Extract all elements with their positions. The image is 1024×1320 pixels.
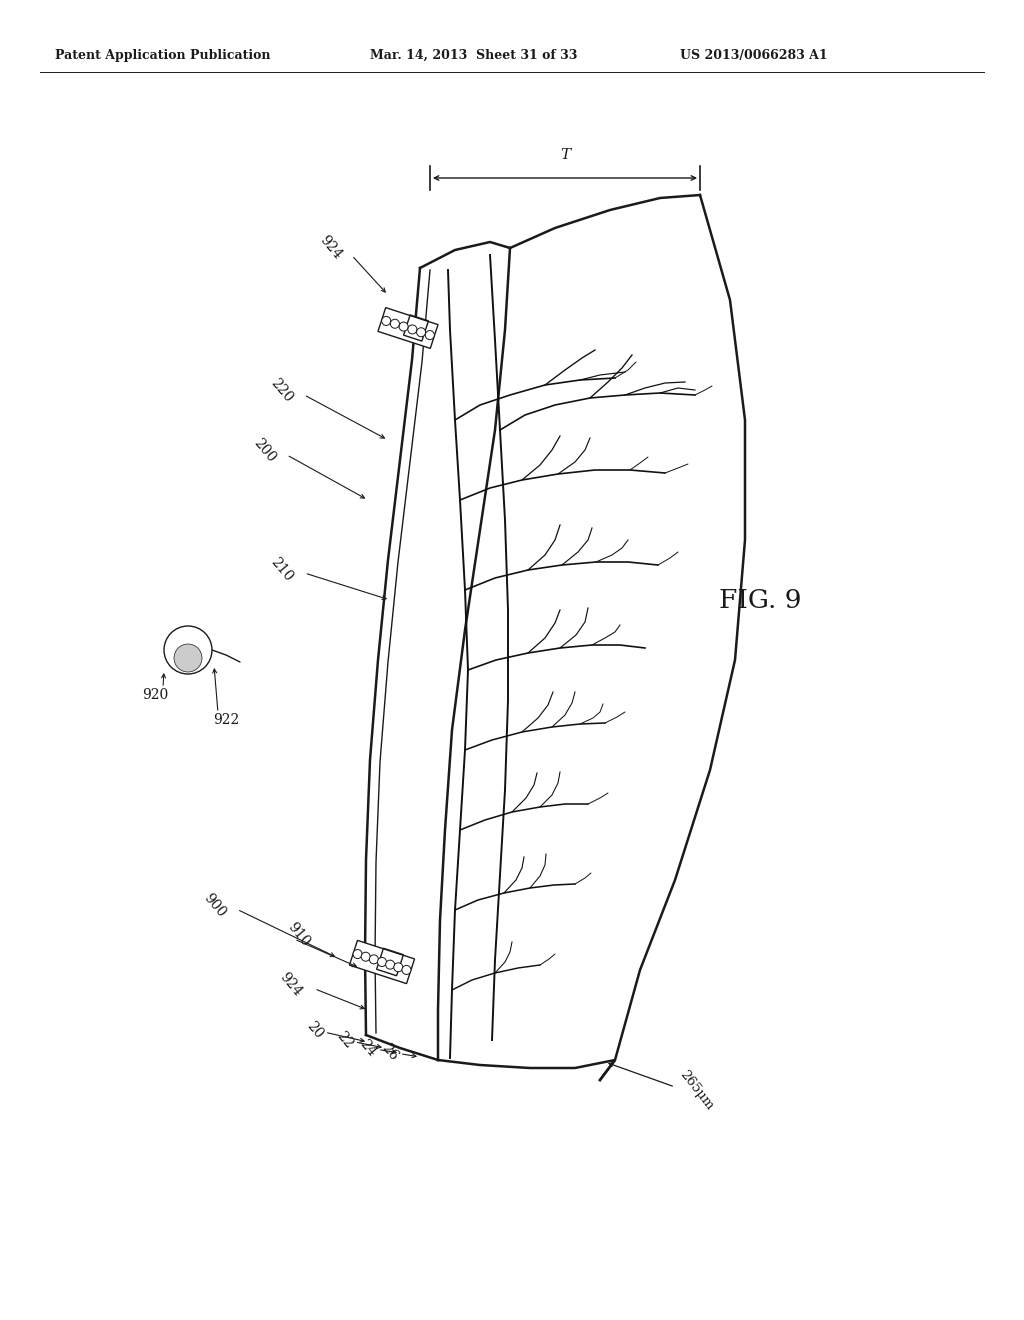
Polygon shape: [349, 940, 415, 983]
Text: FIG. 9: FIG. 9: [719, 587, 801, 612]
Text: 924: 924: [317, 234, 345, 263]
Circle shape: [386, 960, 394, 969]
Circle shape: [378, 957, 386, 966]
Circle shape: [408, 325, 417, 334]
Text: Patent Application Publication: Patent Application Publication: [55, 49, 270, 62]
Text: 22: 22: [334, 1028, 356, 1051]
Text: 924: 924: [278, 970, 305, 999]
Text: 910: 910: [285, 920, 312, 949]
Text: 24: 24: [357, 1036, 379, 1059]
Text: 920: 920: [142, 688, 168, 702]
Circle shape: [370, 954, 378, 964]
Circle shape: [394, 962, 402, 972]
Text: US 2013/0066283 A1: US 2013/0066283 A1: [680, 49, 827, 62]
Circle shape: [390, 319, 399, 329]
Text: 20: 20: [304, 1019, 326, 1041]
Text: T: T: [560, 148, 570, 162]
Text: Mar. 14, 2013  Sheet 31 of 33: Mar. 14, 2013 Sheet 31 of 33: [370, 49, 578, 62]
Circle shape: [353, 949, 362, 958]
Circle shape: [417, 327, 426, 337]
Circle shape: [402, 965, 411, 974]
Text: 26: 26: [379, 1040, 401, 1063]
Circle shape: [174, 644, 202, 672]
Text: 210: 210: [267, 556, 295, 585]
Circle shape: [382, 317, 391, 326]
Text: 265μm: 265μm: [677, 1068, 716, 1113]
Circle shape: [361, 952, 371, 961]
Text: 922: 922: [213, 713, 240, 727]
Circle shape: [399, 322, 409, 331]
Text: 900: 900: [201, 891, 228, 920]
Text: 220: 220: [267, 375, 295, 404]
Text: 200: 200: [251, 436, 278, 465]
Polygon shape: [378, 308, 438, 348]
Circle shape: [425, 330, 434, 339]
